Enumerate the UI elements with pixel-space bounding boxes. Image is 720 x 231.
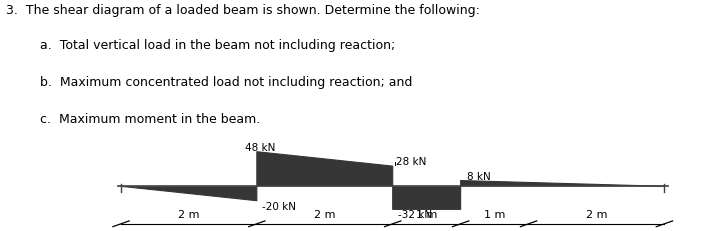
- Text: -32 kN: -32 kN: [398, 210, 432, 219]
- Text: 28 kN: 28 kN: [396, 156, 426, 166]
- Text: 2 m: 2 m: [314, 210, 336, 219]
- Text: 3.  The shear diagram of a loaded beam is shown. Determine the following:: 3. The shear diagram of a loaded beam is…: [6, 4, 480, 17]
- Text: a.  Total vertical load in the beam not including reaction;: a. Total vertical load in the beam not i…: [40, 39, 395, 52]
- Text: b.  Maximum concentrated load not including reaction; and: b. Maximum concentrated load not includi…: [40, 76, 412, 89]
- Text: 1 m: 1 m: [484, 210, 505, 219]
- Text: -20 kN: -20 kN: [262, 201, 296, 211]
- Text: c.  Maximum moment in the beam.: c. Maximum moment in the beam.: [40, 112, 260, 125]
- Polygon shape: [121, 152, 665, 210]
- Text: 8 kN: 8 kN: [467, 171, 491, 181]
- Text: 1 m: 1 m: [416, 210, 437, 219]
- Text: 2 m: 2 m: [586, 210, 607, 219]
- Text: 48 kN: 48 kN: [245, 142, 276, 152]
- Text: 2 m: 2 m: [178, 210, 199, 219]
